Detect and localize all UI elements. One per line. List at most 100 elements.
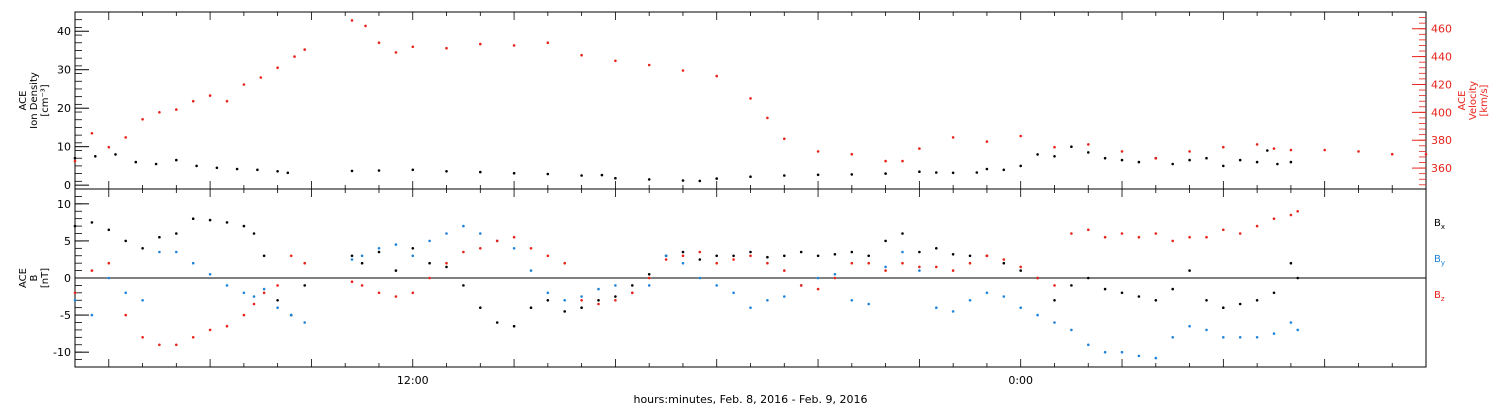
by-data-point: [289, 313, 293, 317]
bx-data-point: [225, 221, 229, 224]
top-series-0-data-point: [1289, 160, 1293, 164]
bx-data-point: [1238, 302, 1242, 306]
bz-data-point: [918, 265, 921, 269]
top-series-0-data-point: [1137, 160, 1141, 164]
top-series-0-data-point: [749, 175, 752, 178]
bx-data-point: [951, 253, 955, 256]
bz-data-point: [1036, 276, 1039, 280]
bz-data-point: [850, 261, 854, 265]
top-series-0-data-point: [1276, 162, 1279, 166]
top-series-0-data-point: [1222, 164, 1225, 168]
bx-data-point: [242, 224, 246, 228]
top-series-0-data-point: [1238, 158, 1242, 162]
bz-data-point: [90, 269, 94, 272]
top-series-0-data-point: [546, 172, 550, 176]
by-data-point: [1255, 336, 1259, 339]
by-data-point: [1137, 354, 1141, 358]
bz-data-point: [1120, 232, 1124, 235]
bz-data-point: [1137, 235, 1141, 239]
top-series-1-data-point: [580, 53, 583, 57]
top-right-tick-label: 400: [1431, 106, 1452, 119]
bz-data-point: [783, 269, 786, 272]
bz-data-point: [1171, 239, 1174, 243]
top-series-0-data-point: [411, 168, 415, 172]
top-series-1-data-point: [749, 97, 752, 100]
bz-data-point: [563, 261, 566, 265]
bx-data-point: [377, 250, 381, 254]
bx-data-point: [1289, 261, 1293, 265]
bx-data-point: [1272, 291, 1276, 295]
top-series-1-data-point: [364, 24, 367, 28]
bz-data-point: [766, 261, 769, 265]
top-left-tick-label: 30: [57, 64, 71, 77]
by-data-point: [1222, 336, 1225, 339]
top-series-1-data-point: [985, 140, 989, 143]
bottom-left-tick-label: 0: [64, 272, 71, 285]
by-data-point: [985, 291, 989, 295]
bz-data-point: [428, 276, 431, 280]
top-left-tick-label: 20: [57, 102, 71, 115]
bx-data-point: [1205, 299, 1208, 302]
top-series-1-data-point: [850, 152, 854, 156]
by-data-point: [303, 321, 307, 324]
bx-data-point: [276, 299, 279, 302]
bz-data-point: [681, 254, 685, 258]
legend-entry-subscript: x: [1441, 223, 1445, 231]
bx-data-point: [918, 250, 921, 254]
top-series-1-data-point: [191, 99, 195, 103]
top-series-1-data-point: [546, 41, 550, 44]
top-series-1-data-point: [175, 108, 178, 111]
bx-data-point: [303, 284, 307, 287]
bz-data-point: [191, 336, 195, 339]
top-series-0-data-point: [985, 167, 989, 171]
by-data-point: [833, 273, 837, 276]
by-data-point: [1238, 336, 1242, 339]
bottom-left-axis-title: B: [29, 274, 40, 281]
by-data-point: [918, 269, 921, 272]
bx-data-point: [749, 250, 752, 254]
top-series-1-data-point: [783, 137, 786, 141]
by-data-point: [208, 273, 212, 276]
top-right-axis-title: ACE: [1457, 91, 1468, 111]
by-data-point: [1002, 295, 1006, 298]
by-data-point: [1070, 328, 1073, 332]
by-data-point: [935, 306, 938, 310]
top-series-0-data-point: [1053, 155, 1056, 158]
top-right-tick-label: 460: [1431, 23, 1452, 36]
by-data-point: [175, 250, 178, 254]
bx-data-point: [715, 254, 718, 258]
bz-data-point: [242, 313, 246, 317]
by-data-point: [360, 254, 364, 258]
bz-data-point: [252, 302, 256, 306]
bz-data-point: [1053, 284, 1056, 287]
bz-data-point: [1289, 213, 1293, 217]
bz-data-point: [1087, 228, 1090, 232]
bx-data-point: [833, 253, 837, 256]
bz-data-point: [985, 254, 989, 258]
top-right-axis-title: [km/s]: [1479, 84, 1490, 116]
top-series-0-data-point: [1188, 158, 1191, 162]
bx-data-point: [479, 306, 482, 310]
top-series-1-data-point: [350, 19, 354, 22]
top-series-1-data-point: [411, 45, 415, 49]
top-series-0-data-point: [1036, 153, 1039, 156]
bz-data-point: [951, 269, 955, 272]
bx-data-point: [262, 254, 266, 258]
top-series-0-data-point: [512, 171, 516, 175]
top-series-0-data-point: [215, 166, 219, 170]
by-data-point: [647, 284, 651, 287]
bz-data-point: [289, 254, 293, 258]
by-data-point: [1019, 306, 1022, 310]
legend-entry-by: By: [1434, 254, 1445, 267]
bz-data-point: [411, 291, 415, 295]
bz-data-point: [614, 299, 617, 302]
top-series-1-data-point: [1390, 152, 1394, 156]
bz-data-point: [141, 336, 144, 339]
by-data-point: [884, 265, 887, 269]
top-series-0-data-point: [94, 155, 97, 158]
by-data-point: [1205, 328, 1208, 332]
bz-data-point: [901, 261, 904, 265]
top-series-1-data-point: [208, 94, 212, 97]
by-data-point: [597, 287, 600, 291]
bx-data-point: [816, 254, 820, 258]
